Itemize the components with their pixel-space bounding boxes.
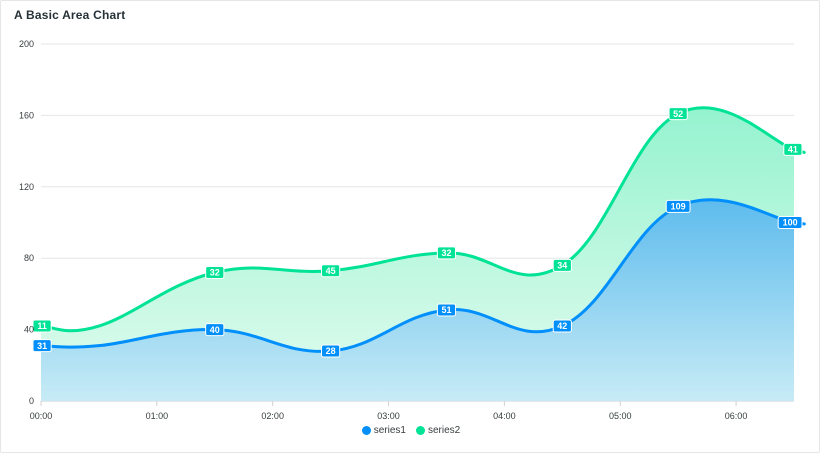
data-label-bg	[777, 216, 803, 229]
data-label-bg	[552, 258, 572, 272]
legend-item-series2[interactable]: series2	[416, 425, 460, 436]
data-label-bg	[668, 107, 688, 121]
data-label-1: 45	[321, 264, 341, 278]
y-tick-label: 40	[24, 325, 34, 335]
legend-label: series1	[373, 425, 406, 436]
data-label-bg	[32, 319, 52, 333]
x-tick-label: 05:00	[609, 411, 632, 421]
line-series1	[40, 198, 806, 353]
y-tick-label: 0	[29, 396, 34, 406]
chart-legend: series1 series2	[0, 425, 822, 436]
data-label-1: 34	[552, 258, 572, 272]
data-label-bg	[436, 246, 457, 260]
data-label-text: 42	[557, 321, 567, 331]
legend-marker-icon	[416, 426, 425, 435]
data-label-1: 41	[783, 142, 803, 156]
x-tick-label: 06:00	[725, 411, 748, 421]
data-label-text: 32	[210, 268, 220, 278]
data-label-1: 32	[436, 246, 457, 260]
area-series1	[41, 199, 805, 401]
area-series2	[41, 107, 805, 352]
data-label-1: 52	[668, 107, 688, 121]
data-label-text: 45	[326, 266, 336, 276]
data-label-text: 51	[441, 305, 451, 315]
data-label-0: 51	[436, 303, 457, 317]
line-series2	[40, 106, 806, 333]
data-label-bg	[321, 264, 341, 278]
legend-item-series1[interactable]: series1	[361, 425, 406, 436]
data-label-1: 32	[205, 265, 225, 279]
series-areas	[41, 107, 805, 401]
x-tick-label: 02:00	[261, 411, 284, 421]
data-label-0: 40	[205, 323, 225, 337]
data-label-text: 100	[783, 218, 798, 228]
data-label-text: 11	[37, 321, 47, 331]
data-label-bg	[783, 142, 803, 156]
series-lines	[40, 106, 806, 353]
data-label-0: 109	[665, 199, 691, 213]
legend-marker-icon	[361, 426, 371, 435]
data-label-bg	[321, 344, 341, 358]
x-tick-label: 04:00	[493, 411, 516, 421]
data-label-0: 31	[32, 339, 52, 353]
data-label-bg	[32, 339, 52, 353]
axis-labels: 0 40 80 120 160 200 00:00 01:00 02:00 03:00 04:00 0…	[19, 39, 747, 421]
data-label-text: 34	[557, 261, 567, 271]
y-tick-label: 200	[19, 39, 34, 49]
data-label-1: 11	[32, 319, 52, 333]
data-label-bg	[552, 319, 572, 333]
y-tick-label: 160	[19, 110, 34, 120]
data-label-text: 41	[788, 145, 798, 155]
data-label-text: 109	[671, 202, 686, 212]
x-tick-label: 00:00	[30, 411, 53, 421]
data-label-0: 42	[552, 319, 572, 333]
legend-label: series2	[428, 425, 461, 436]
x-tick-label: 01:00	[146, 411, 169, 421]
data-label-bg	[205, 265, 225, 279]
data-label-bg	[436, 303, 457, 317]
y-tick-label: 120	[19, 182, 34, 192]
data-label-bg	[665, 199, 691, 213]
chart-title: A Basic Area Chart	[14, 8, 126, 22]
data-label-text: 31	[37, 341, 47, 351]
data-label-text: 40	[210, 325, 220, 335]
data-label-text: 52	[673, 109, 683, 119]
x-tick-label: 03:00	[377, 411, 400, 421]
data-label-text: 28	[326, 346, 336, 356]
data-label-text: 32	[441, 248, 451, 258]
data-labels: 31 40 28 51 42 109 100 11 32 45 32 34 52 41	[32, 107, 803, 358]
y-tick-label: 80	[24, 253, 34, 263]
data-label-0: 28	[321, 344, 341, 358]
data-label-0: 100	[777, 216, 803, 229]
data-label-bg	[205, 323, 225, 337]
